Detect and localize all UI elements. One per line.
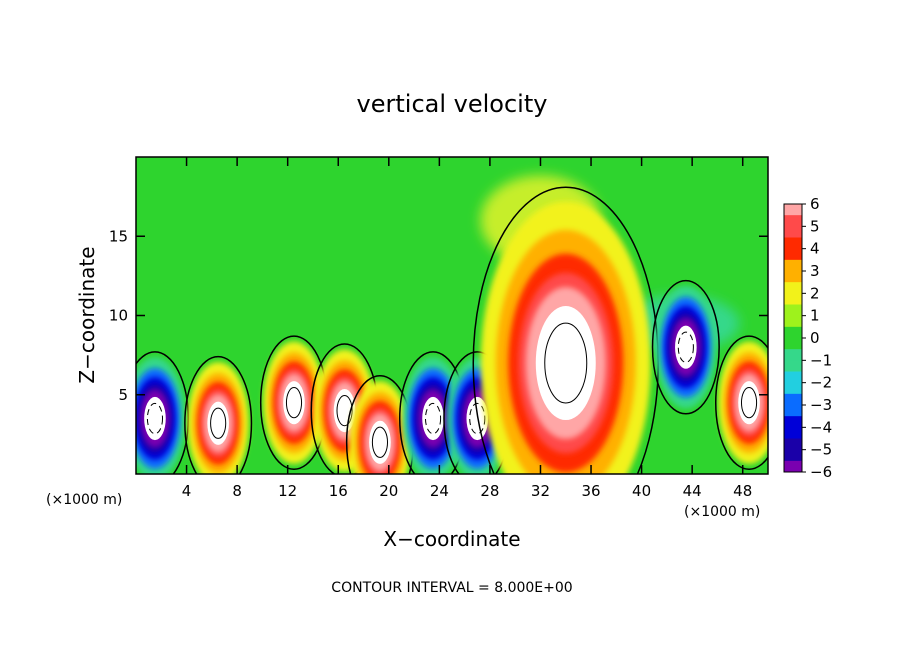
colorbar-tick-label: 4 <box>810 240 820 258</box>
x-tick-label: 24 <box>430 482 449 500</box>
updraft-core <box>715 335 768 471</box>
colorbar-tick-label: −5 <box>810 441 832 459</box>
x-tick-label: 4 <box>182 482 192 500</box>
colorbar-segment <box>784 349 802 361</box>
colorbar-tick-label: 2 <box>810 284 820 302</box>
colorbar-tick-label: 5 <box>810 217 820 235</box>
colorbar-segment <box>784 315 802 328</box>
x-tick-label: 12 <box>278 482 297 500</box>
core-contour <box>146 402 164 435</box>
colorbar-segment <box>784 338 802 350</box>
core-contour <box>336 394 353 427</box>
x-tick-label: 8 <box>232 482 242 500</box>
colorbar-segment <box>784 248 802 261</box>
colorbar-segment <box>784 360 802 372</box>
core-contour <box>424 402 442 435</box>
x-unit-right: (×1000 m) <box>684 504 760 520</box>
downdraft-core <box>136 351 189 474</box>
x-tick-label: 20 <box>379 482 398 500</box>
core-contour <box>210 407 227 439</box>
colorbar-segment <box>784 282 802 294</box>
y-tick-label: 5 <box>118 386 128 404</box>
core-contour <box>469 402 486 435</box>
colorbar-segment <box>784 237 802 250</box>
x-tick-label: 36 <box>581 482 600 500</box>
colorbar-tick-label: 3 <box>810 262 820 280</box>
colorbar-segment <box>784 215 802 227</box>
colorbar-tick-label: 6 <box>810 195 820 213</box>
updraft-core <box>259 335 329 471</box>
y-axis-title: Z−coordinate <box>75 246 99 383</box>
x-tick-label: 16 <box>329 482 348 500</box>
colorbar: 6 5 4 3 2 1 0 −1 −2 −3 −4 −5 −6 <box>783 195 832 481</box>
colorbar-segment <box>784 293 802 305</box>
colorbar-segment <box>784 460 802 473</box>
colorbar-segment <box>784 371 802 384</box>
updraft-core <box>472 186 659 474</box>
colorbar-tick-label: −6 <box>810 463 832 481</box>
y-axis-ticks: 5 10 15 <box>109 227 768 404</box>
updraft-core <box>184 355 253 474</box>
core-contour <box>544 322 588 404</box>
x-tick-label: 48 <box>733 482 752 500</box>
colorbar-segment <box>784 226 802 238</box>
colorbar-segment <box>784 427 802 439</box>
colorbar-segment <box>784 326 802 339</box>
x-unit-left: (×1000 m) <box>46 492 122 508</box>
colorbar-segment <box>784 416 802 428</box>
velocity-features <box>136 175 768 474</box>
x-tick-label: 44 <box>683 482 702 500</box>
x-tick-label: 28 <box>480 482 499 500</box>
zero-contour <box>184 355 253 474</box>
zero-contour <box>651 279 720 415</box>
updraft-core <box>345 374 414 474</box>
colorbar-tick-label: −2 <box>810 374 832 392</box>
colorbar-segment <box>784 438 802 451</box>
colorbar-segment <box>784 271 802 283</box>
colorbar-segment <box>784 382 802 395</box>
downdraft-core <box>651 279 720 415</box>
colorbar-segment <box>784 259 802 272</box>
y-tick-label: 10 <box>109 307 128 325</box>
y-tick-label: 15 <box>109 227 128 245</box>
core-contour <box>740 387 758 419</box>
colorbar-segment <box>784 393 802 406</box>
x-tick-label: 32 <box>531 482 550 500</box>
heatmap-field <box>136 157 768 474</box>
colorbar-segment <box>784 304 802 317</box>
x-axis-ticks: 4 8 12 16 20 24 28 32 36 40 44 48 <box>182 157 752 500</box>
colorbar-tick-label: 1 <box>810 307 820 325</box>
x-tick-label: 40 <box>632 482 651 500</box>
colorbar-tick-label: −1 <box>810 351 832 369</box>
colorbar-segment <box>784 449 802 462</box>
core-contour <box>677 331 694 363</box>
core-contour <box>285 387 303 419</box>
zero-contour <box>715 335 768 471</box>
chart-title: vertical velocity <box>357 90 548 118</box>
core-contour <box>371 426 389 458</box>
x-axis-title: X−coordinate <box>383 527 520 551</box>
colorbar-tick-label: −3 <box>810 396 832 414</box>
contour-interval-note: CONTOUR INTERVAL = 8.000E+00 <box>331 580 572 596</box>
colorbar-segment <box>784 204 802 216</box>
colorbar-tick-label: −4 <box>810 418 832 436</box>
colorbar-segment <box>784 405 802 417</box>
colorbar-tick-label: 0 <box>810 329 820 347</box>
